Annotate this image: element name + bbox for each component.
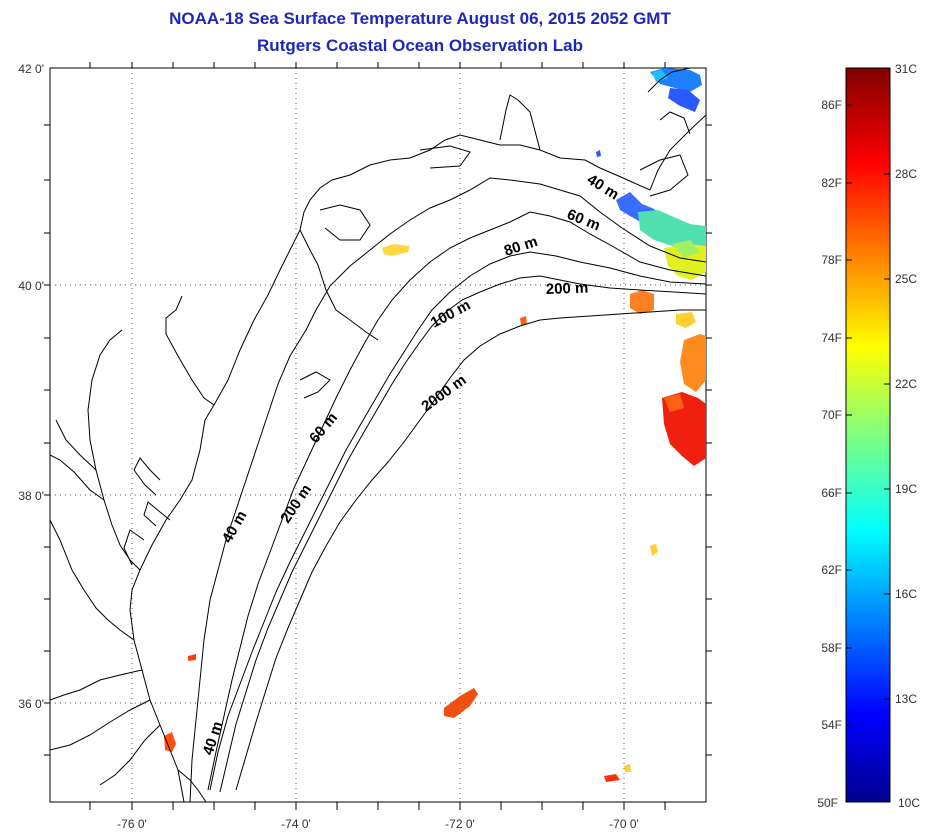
sst-data-patches [164, 68, 706, 782]
colorbar: 86F 82F 78F 74F 70F 66F 62F 58F 54F 50F … [817, 62, 920, 810]
longitude-labels: -76 0' -74 0' -72 0' -70 0' [117, 817, 639, 831]
colorbar-c-label: 10C [898, 796, 920, 810]
colorbar-c-label: 28C [895, 167, 917, 181]
map-frame [49, 67, 707, 803]
latitude-labels: 42 0' 40 0' 38 0' 36 0' [18, 62, 44, 711]
lon-label: -72 0' [445, 817, 475, 831]
colorbar-f-label: 70F [821, 408, 842, 422]
colorbar-gradient [845, 67, 891, 803]
map-title: NOAA-18 Sea Surface Temperature August 0… [169, 9, 671, 28]
colorbar-f-label: 58F [821, 641, 842, 655]
lon-label: -76 0' [117, 817, 147, 831]
colorbar-c-label: 13C [895, 692, 917, 706]
colorbar-f-label: 74F [821, 331, 842, 345]
fahrenheit-scale: 86F 82F 78F 74F 70F 66F 62F 58F 54F 50F [817, 98, 842, 810]
colorbar-c-label: 25C [895, 272, 917, 286]
isobath-label: 200 m [546, 280, 589, 298]
lon-label: -70 0' [609, 817, 639, 831]
lat-label: 40 0' [18, 279, 44, 293]
colorbar-f-label: 50F [817, 796, 838, 810]
colorbar-c-label: 19C [895, 482, 917, 496]
colorbar-f-label: 62F [821, 563, 842, 577]
colorbar-ticks [846, 104, 890, 726]
colorbar-f-label: 86F [821, 98, 842, 112]
lat-label: 38 0' [18, 489, 44, 503]
colorbar-c-label: 31C [895, 62, 917, 76]
map-subtitle: Rutgers Coastal Ocean Observation Lab [257, 36, 583, 55]
lat-label: 36 0' [18, 697, 44, 711]
lon-label: -74 0' [281, 817, 311, 831]
colorbar-f-label: 66F [821, 486, 842, 500]
colorbar-c-label: 22C [895, 377, 917, 391]
colorbar-f-label: 78F [821, 253, 842, 267]
colorbar-f-label: 82F [821, 176, 842, 190]
celsius-scale: 31C 28C 25C 22C 19C 16C 13C 10C [895, 62, 920, 810]
map-ticks [44, 62, 712, 810]
colorbar-c-label: 16C [895, 587, 917, 601]
lat-label: 42 0' [18, 62, 44, 76]
isobath-lines [189, 68, 706, 802]
coastline [50, 94, 706, 802]
colorbar-f-label: 54F [821, 718, 842, 732]
